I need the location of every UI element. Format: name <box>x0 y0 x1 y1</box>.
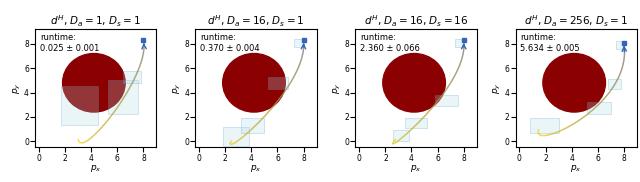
Text: runtime:
0.370 ± 0.004: runtime: 0.370 ± 0.004 <box>200 33 260 53</box>
Y-axis label: $p_y$: $p_y$ <box>492 82 503 94</box>
Bar <box>108 80 138 114</box>
X-axis label: $p_x$: $p_x$ <box>410 163 422 174</box>
X-axis label: $p_x$: $p_x$ <box>570 163 582 174</box>
Title: $d^H$, $D_a = 16$, $D_s = 16$: $d^H$, $D_a = 16$, $D_s = 16$ <box>364 13 468 29</box>
Title: $d^H$, $D_a = 16$, $D_s = 1$: $d^H$, $D_a = 16$, $D_s = 1$ <box>207 13 305 29</box>
Y-axis label: $p_y$: $p_y$ <box>332 82 343 94</box>
Circle shape <box>383 54 445 112</box>
Bar <box>530 118 559 133</box>
Text: runtime:
5.634 ± 0.005: runtime: 5.634 ± 0.005 <box>520 33 580 53</box>
Bar <box>393 130 409 141</box>
Circle shape <box>223 54 285 112</box>
Y-axis label: $p_y$: $p_y$ <box>172 82 183 94</box>
Circle shape <box>63 54 125 112</box>
Bar <box>588 102 611 114</box>
Bar <box>435 95 458 106</box>
Title: $d^H$, $D_a = 1$, $D_s = 1$: $d^H$, $D_a = 1$, $D_s = 1$ <box>51 13 141 29</box>
Y-axis label: $p_y$: $p_y$ <box>12 82 22 94</box>
Bar <box>294 39 303 48</box>
Text: runtime:
2.360 ± 0.066: runtime: 2.360 ± 0.066 <box>360 33 420 53</box>
Bar <box>61 86 98 125</box>
X-axis label: $p_x$: $p_x$ <box>90 163 102 174</box>
Bar <box>268 77 288 89</box>
Bar <box>616 41 624 49</box>
Title: $d^H$, $D_a = 256$, $D_s = 1$: $d^H$, $D_a = 256$, $D_s = 1$ <box>524 13 628 29</box>
X-axis label: $p_x$: $p_x$ <box>250 163 262 174</box>
Bar <box>405 118 427 128</box>
Bar <box>223 127 249 146</box>
Bar <box>454 39 463 48</box>
Bar <box>241 118 264 133</box>
Bar <box>123 71 141 83</box>
Text: runtime:
0.025 ± 0.001: runtime: 0.025 ± 0.001 <box>40 33 99 53</box>
Circle shape <box>543 54 605 112</box>
Bar <box>608 79 621 89</box>
